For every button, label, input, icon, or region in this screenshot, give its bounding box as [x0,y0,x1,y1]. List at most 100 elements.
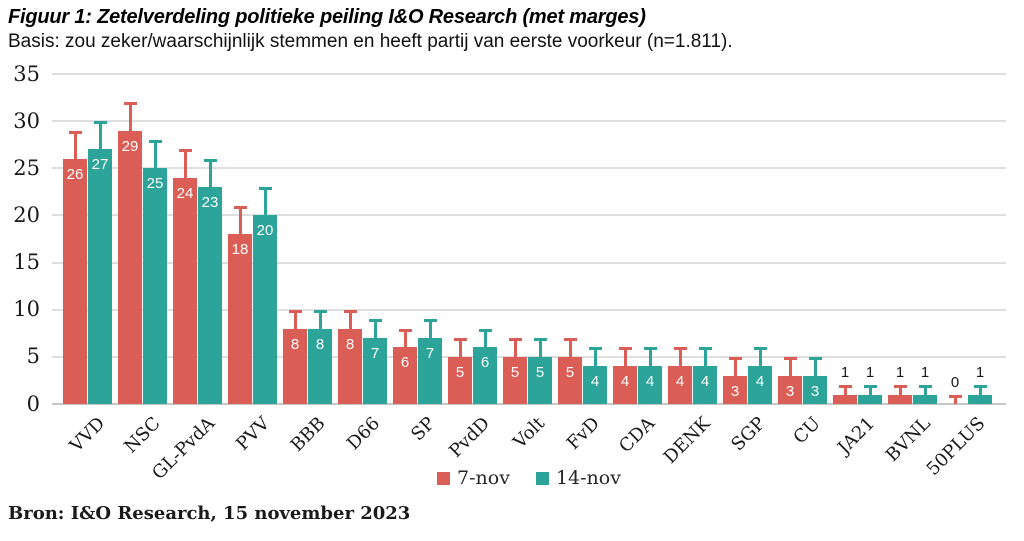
bar-7-nov-VVD [63,158,87,404]
bar-value-label-14-nov-CDA: 4 [645,373,655,391]
chart-source: Bron: I&O Research, 15 november 2023 [8,503,411,524]
bar-14-nov-BVNL [913,394,937,404]
error-whisker-cap-14-nov-FvD [588,347,602,351]
error-whisker-14-nov-DENK [703,349,707,371]
bar-7-nov-JA21 [833,394,857,404]
bar-14-nov-CDA [638,366,662,404]
category-label-PvdD: PvdD [445,413,495,462]
gridline [52,167,1006,170]
error-whisker-7-nov-50PLUS [953,396,957,404]
category-label-BVNL: BVNL [881,413,935,466]
error-whisker-cap-7-nov-CU [783,356,797,360]
bar-value-label-14-nov-SP: 7 [425,345,435,362]
bar-7-nov-PVV [228,234,252,404]
y-tick-label: 15 [13,250,40,275]
bar-value-label-14-nov-BVNL: 1 [920,364,930,382]
bar-value-label-14-nov-PVV: 20 [256,222,274,240]
error-whisker-7-nov-DENK [678,349,682,371]
bar-7-nov-SGP [723,375,747,404]
bar-14-nov-Volt [528,356,552,404]
category-label-CDA: CDA [615,413,660,457]
bar-value-label-7-nov-SP: 6 [400,354,410,372]
bar-14-nov-CU [803,375,827,404]
error-whisker-cap-14-nov-SP [423,319,437,323]
error-whisker-cap-7-nov-FvD [563,338,577,341]
bar-value-label-14-nov-DENK: 4 [700,373,710,391]
category-label-NSC: NSC [119,413,165,458]
bar-value-label-14-nov-BBB: 8 [315,335,325,353]
error-whisker-14-nov-JA21 [868,387,872,399]
gridline [52,214,1006,217]
bar-7-nov-CU [778,375,802,404]
bar-value-label-7-nov-PVV: 18 [231,241,249,259]
y-tick-label: 10 [13,297,40,322]
error-whisker-7-nov-BVNL [898,387,902,399]
error-whisker-7-nov-PVV [238,208,242,239]
error-whisker-cap-7-nov-DENK [673,347,687,351]
bar-7-nov-BBB [283,328,307,404]
y-tick-label: 5 [26,344,40,369]
legend-swatch-14nov [535,472,549,485]
gridline [52,73,1006,75]
error-whisker-14-nov-BBB [318,311,322,333]
bar-value-label-7-nov-DENK: 4 [675,373,685,391]
bar-14-nov-DENK [693,366,717,404]
category-label-FvD: FvD [563,413,605,455]
error-whisker-cap-7-nov-VVD [68,130,82,134]
error-whisker-7-nov-CU [788,358,792,380]
y-tick-label: 0 [26,391,40,416]
error-whisker-7-nov-JA21 [843,387,847,399]
bar-value-label-14-nov-PvdD: 6 [480,354,490,372]
bar-7-nov-D66 [338,328,362,404]
error-whisker-cap-7-nov-JA21 [838,385,852,389]
error-whisker-cap-7-nov-GL-PvdA [178,149,192,153]
bar-7-nov-DENK [668,366,692,404]
error-whisker-14-nov-CU [813,358,817,380]
bar-value-label-7-nov-CU: 3 [785,382,795,400]
bar-value-label-14-nov-50PLUS: 1 [975,364,985,382]
chart-subtitle: Basis: zou zeker/waarschijnlijk stemmen … [8,31,733,52]
bar-14-nov-D66 [363,338,387,404]
bar-value-label-7-nov-FvD: 5 [565,363,575,381]
legend-swatch-7nov [437,472,451,485]
error-whisker-cap-14-nov-NSC [148,140,162,143]
bar-14-nov-VVD [88,149,112,404]
category-label-PVV: PVV [232,413,275,455]
category-label-VVD: VVD [65,413,110,457]
error-whisker-cap-14-nov-SGP [753,347,767,351]
x-axis-line [52,403,1006,405]
error-whisker-14-nov-Volt [538,340,542,361]
bar-14-nov-GL-PvdA [198,187,222,404]
error-whisker-cap-14-nov-D66 [368,319,382,323]
category-label-BBB: BBB [286,413,330,456]
bar-14-nov-PVV [253,215,277,404]
error-whisker-cap-14-nov-PVV [258,187,272,191]
error-whisker-cap-7-nov-CDA [618,347,632,351]
bar-7-nov-BVNL [888,394,912,404]
error-whisker-14-nov-SP [428,321,432,342]
bar-value-label-14-nov-VVD: 27 [91,156,109,174]
error-whisker-cap-14-nov-CU [808,356,822,360]
error-whisker-cap-7-nov-D66 [343,309,357,313]
legend-item-14nov: 14-nov [535,469,621,488]
error-whisker-7-nov-CDA [623,349,627,371]
bar-value-label-14-nov-NSC: 25 [146,175,164,193]
bar-value-label-7-nov-VVD: 26 [66,165,84,183]
bar-14-nov-FvD [583,366,607,404]
y-tick-label: 35 [13,61,40,86]
bar-14-nov-BBB [308,328,332,404]
error-whisker-cap-14-nov-BBB [313,309,327,313]
bar-7-nov-NSC [118,130,142,404]
bar-value-label-7-nov-BVNL: 1 [895,364,905,382]
error-whisker-cap-7-nov-SP [398,328,412,332]
error-whisker-14-nov-NSC [153,142,157,173]
legend-label-7nov: 7-nov [457,467,510,489]
error-whisker-7-nov-SP [403,330,407,352]
error-whisker-14-nov-PVV [263,189,267,220]
error-whisker-cap-7-nov-PvdD [453,338,467,341]
y-tick-label: 20 [13,202,40,227]
category-label-SGP: SGP [727,413,770,456]
error-whisker-7-nov-GL-PvdA [183,151,187,182]
bar-value-label-7-nov-CDA: 4 [620,373,630,391]
